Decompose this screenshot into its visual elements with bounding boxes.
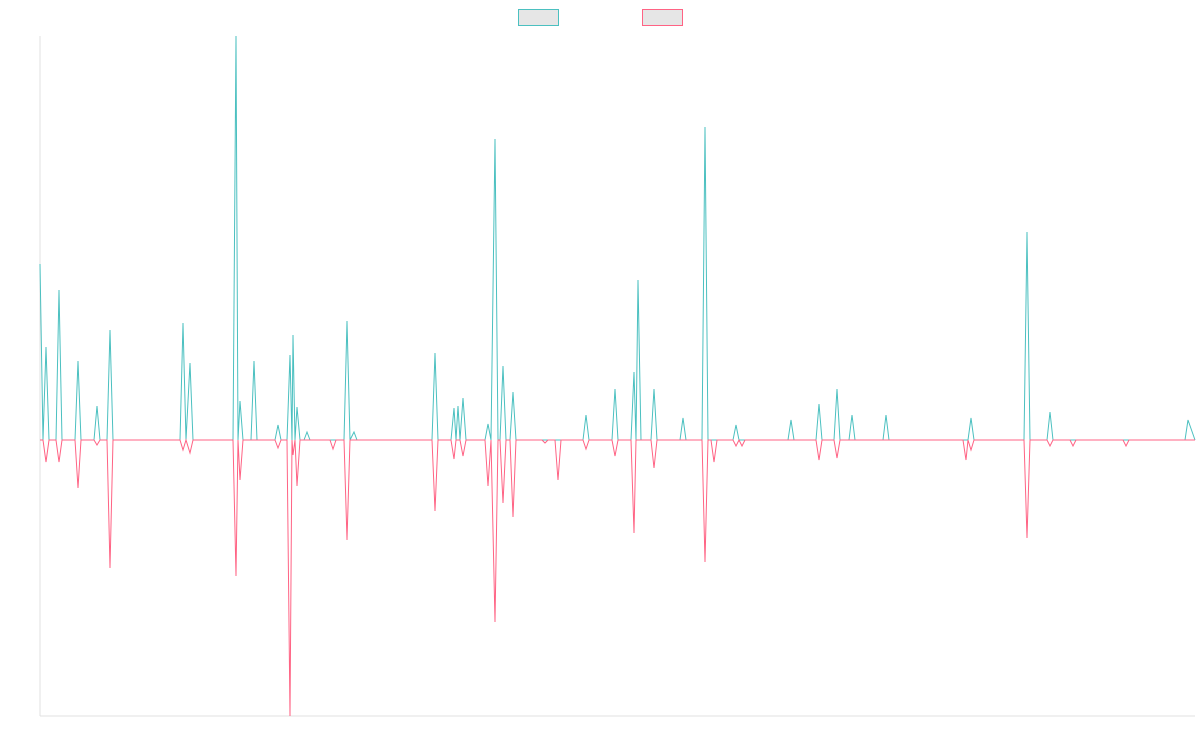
legend-swatch[interactable] [642,9,683,26]
legend-swatch[interactable] [518,9,559,26]
series-line [39,35,1196,441]
series-line [40,438,1195,717]
